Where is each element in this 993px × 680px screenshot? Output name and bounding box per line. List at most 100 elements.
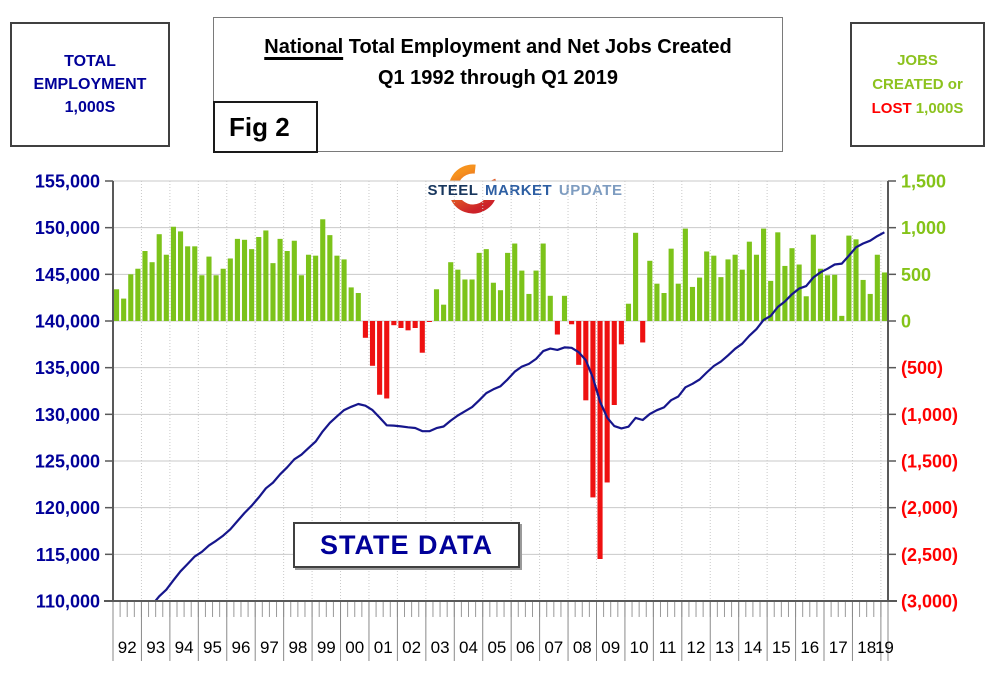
net-jobs-bar	[817, 268, 824, 321]
net-jobs-bar	[455, 269, 461, 321]
left-axis-label: 130,000	[35, 405, 100, 425]
right-axis-label: 1,000	[901, 218, 946, 238]
title-rest: Total Employment and Net Jobs Created	[343, 36, 732, 58]
net-jobs-bar	[149, 262, 155, 321]
logo-word-update: UPDATE	[557, 181, 624, 200]
net-jobs-bar	[135, 268, 141, 321]
left-axis-title-box: TOTAL EMPLOYMENT 1,000S	[10, 22, 170, 147]
net-jobs-bar	[697, 277, 703, 321]
axis-ticks-and-labels: 155,000 150,000 145,000 140,000 135,000 130,0…	[35, 172, 958, 612]
net-jobs-bar	[718, 277, 724, 321]
year-label: 17	[829, 638, 848, 657]
net-jobs-bar	[241, 239, 248, 321]
net-jobs-bar	[305, 254, 312, 321]
net-jobs-bar	[490, 282, 496, 321]
net-jobs-bar	[206, 256, 212, 321]
year-label: 04	[459, 638, 478, 657]
right-axis-label: (1,500)	[901, 452, 958, 472]
figure-number-box: Fig 2	[213, 101, 318, 153]
right-axis-label: (3,000)	[901, 592, 958, 612]
year-label: 95	[203, 638, 222, 657]
net-jobs-bar	[761, 228, 767, 321]
net-jobs-bar	[114, 289, 120, 321]
net-jobs-bar	[654, 283, 660, 321]
net-jobs-bar	[796, 264, 802, 321]
net-jobs-bar	[505, 252, 511, 321]
left-axis-label: 135,000	[35, 358, 100, 378]
net-jobs-bar	[263, 230, 269, 321]
year-label: 94	[175, 638, 194, 657]
net-jobs-bar	[256, 237, 262, 321]
year-label: 06	[516, 638, 535, 657]
right-axis-title-line: CREATED or	[872, 75, 963, 93]
net-jobs-bar	[711, 255, 717, 321]
net-jobs-bar	[640, 321, 646, 343]
net-jobs-bar	[526, 293, 532, 321]
net-jobs-bar	[391, 321, 397, 326]
left-axis-title-line: 1,000S	[64, 99, 116, 117]
title-national-word: National	[264, 36, 344, 58]
year-label: 09	[601, 638, 620, 657]
net-jobs-bar	[647, 260, 653, 321]
net-jobs-bar	[519, 270, 525, 321]
net-jobs-bar	[533, 270, 539, 321]
net-jobs-bar	[348, 287, 354, 321]
net-jobs-bar	[156, 234, 162, 321]
right-axis-label: (2,000)	[901, 498, 958, 518]
net-jobs-bar	[789, 248, 795, 321]
net-jobs-bar	[234, 238, 240, 321]
net-jobs-bar	[604, 321, 610, 483]
right-axis-label: 0	[901, 312, 911, 332]
chart-subtitle: Q1 1992 through Q1 2019	[377, 67, 619, 89]
year-label: 13	[715, 638, 734, 657]
horizontal-gridlines	[113, 180, 888, 555]
net-jobs-bar	[277, 238, 283, 321]
net-jobs-bar	[320, 219, 326, 321]
year-label: 00	[345, 638, 364, 657]
net-jobs-bar	[270, 263, 276, 321]
net-jobs-bar	[313, 255, 319, 321]
year-label: 11	[659, 638, 677, 657]
net-jobs-bar	[170, 226, 176, 321]
net-jobs-bar	[220, 268, 226, 321]
net-jobs-bar	[469, 279, 475, 321]
steel-market-update-logo: STEEL MARKET UPDATE	[425, 164, 625, 216]
year-label: 05	[487, 638, 506, 657]
state-data-label: STATE DATA	[320, 529, 493, 560]
net-jobs-bar	[633, 232, 639, 321]
net-jobs-bar	[213, 275, 219, 321]
right-axis-title-line: JOBS	[897, 51, 938, 69]
net-jobs-bar	[291, 240, 297, 321]
net-jobs-bar	[341, 259, 347, 321]
year-label: 16	[800, 638, 819, 657]
net-jobs-bar	[874, 254, 880, 321]
net-jobs-bar	[483, 249, 489, 321]
net-jobs-bar	[682, 228, 688, 321]
year-label: 14	[743, 638, 762, 657]
net-jobs-bar	[853, 239, 859, 321]
net-jobs-bar	[867, 293, 873, 321]
net-jobs-bar	[227, 258, 233, 321]
net-jobs-bar	[448, 262, 454, 321]
chart-title: National Total Employment and Net Jobs C…	[214, 36, 782, 59]
net-jobs-bar	[625, 303, 632, 321]
year-label: 99	[317, 638, 336, 657]
net-jobs-bar	[128, 274, 134, 321]
right-axis-label: (500)	[901, 358, 943, 378]
net-jobs-bar	[433, 289, 440, 321]
net-jobs-bar	[142, 251, 148, 321]
net-jobs-bar	[597, 321, 603, 559]
net-jobs-bar	[768, 280, 774, 321]
logo-word-market: MARKET	[484, 181, 554, 200]
year-label: 96	[232, 638, 251, 657]
net-jobs-bar	[185, 246, 191, 321]
year-label: 97	[260, 638, 279, 657]
left-axis-label: 140,000	[35, 312, 100, 332]
right-axis-label: 500	[901, 265, 931, 285]
net-jobs-bar	[405, 321, 411, 331]
net-jobs-bar	[732, 254, 738, 321]
left-axis-label: 115,000	[36, 545, 100, 565]
net-jobs-bar	[177, 231, 184, 321]
right-axis-title-line: LOST 1,000S	[852, 97, 983, 121]
